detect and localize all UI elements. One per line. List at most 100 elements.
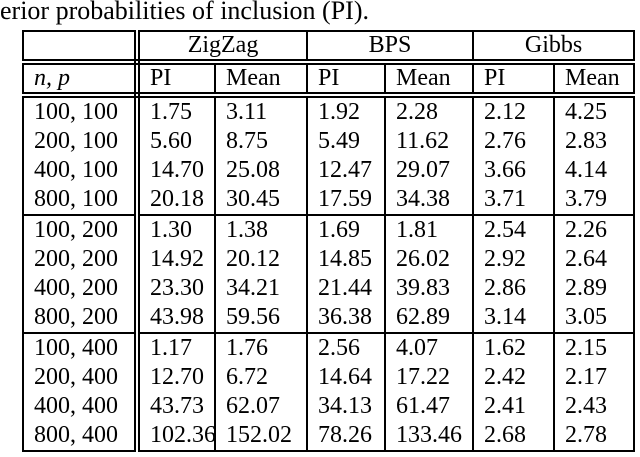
value-cell: 102.36	[136, 421, 215, 451]
value-cell: 133.46	[384, 421, 474, 451]
row-label-np: 200, 400	[22, 363, 140, 392]
value-cell: 2.56	[306, 333, 386, 363]
row-label-np: 200, 200	[22, 245, 140, 274]
column-header-zigzag-mean: Mean	[213, 62, 308, 98]
value-cell: 23.30	[136, 274, 215, 303]
value-cell: 3.11	[213, 95, 308, 127]
group-header-bps: BPS	[306, 31, 474, 65]
row-label-np: 100, 400	[22, 333, 140, 363]
column-header-row: n, p PI Mean PI Mean PI Mean	[22, 62, 635, 98]
value-cell: 14.70	[136, 156, 215, 185]
value-cell: 2.89	[553, 274, 635, 303]
row-label-np: 800, 400	[22, 421, 140, 451]
value-cell: 2.86	[472, 274, 555, 303]
value-cell: 34.21	[213, 274, 308, 303]
value-cell: 2.43	[553, 392, 635, 421]
value-cell: 1.76	[213, 333, 308, 363]
value-cell: 26.02	[384, 245, 474, 274]
value-cell: 36.38	[306, 303, 386, 334]
table-row: 800, 100 20.18 30.45 17.59 34.38 3.71 3.79	[22, 185, 635, 216]
value-cell: 2.83	[553, 127, 635, 156]
value-cell: 5.60	[136, 127, 215, 156]
value-cell: 2.68	[472, 421, 555, 451]
value-cell: 1.38	[213, 215, 308, 245]
value-cell: 152.02	[213, 421, 308, 451]
value-cell: 3.79	[553, 185, 635, 216]
column-header-bps-pi: PI	[306, 62, 386, 98]
row-label-np: 800, 100	[22, 185, 140, 216]
row-label-np: 100, 100	[22, 95, 140, 127]
table-row: 400, 400 43.73 62.07 34.13 61.47 2.41 2.43	[22, 392, 635, 421]
value-cell: 1.69	[306, 215, 386, 245]
table-row: 200, 100 5.60 8.75 5.49 11.62 2.76 2.83	[22, 127, 635, 156]
row-label-np: 400, 200	[22, 274, 140, 303]
row-label-np: 800, 200	[22, 303, 140, 334]
value-cell: 2.64	[553, 245, 635, 274]
table-row: 100, 200 1.30 1.38 1.69 1.81 2.54 2.26	[22, 215, 635, 245]
table-row: 200, 400 12.70 6.72 14.64 17.22 2.42 2.17	[22, 363, 635, 392]
row-label-np: 200, 100	[22, 127, 140, 156]
value-cell: 6.72	[213, 363, 308, 392]
table-row: 100, 400 1.17 1.76 2.56 4.07 1.62 2.15	[22, 333, 635, 363]
table-row: 400, 100 14.70 25.08 12.47 29.07 3.66 4.14	[22, 156, 635, 185]
value-cell: 20.12	[213, 245, 308, 274]
value-cell: 61.47	[384, 392, 474, 421]
value-cell: 1.17	[136, 333, 215, 363]
value-cell: 11.62	[384, 127, 474, 156]
value-cell: 62.07	[213, 392, 308, 421]
row-label-np: 400, 400	[22, 392, 140, 421]
value-cell: 34.38	[384, 185, 474, 216]
value-cell: 29.07	[384, 156, 474, 185]
value-cell: 2.76	[472, 127, 555, 156]
value-cell: 25.08	[213, 156, 308, 185]
value-cell: 43.73	[136, 392, 215, 421]
value-cell: 17.59	[306, 185, 386, 216]
value-cell: 2.41	[472, 392, 555, 421]
value-cell: 3.05	[553, 303, 635, 334]
column-header-zigzag-pi: PI	[136, 62, 215, 98]
column-header-gibbs-mean: Mean	[553, 62, 635, 98]
row-label-np: 100, 200	[22, 215, 140, 245]
value-cell: 59.56	[213, 303, 308, 334]
group-header-gibbs: Gibbs	[472, 31, 635, 65]
value-cell: 20.18	[136, 185, 215, 216]
value-cell: 39.83	[384, 274, 474, 303]
value-cell: 1.62	[472, 333, 555, 363]
table-row: 200, 200 14.92 20.12 14.85 26.02 2.92 2.64	[22, 245, 635, 274]
value-cell: 3.71	[472, 185, 555, 216]
results-table: ZigZag BPS Gibbs n, p PI Mean PI Mean PI…	[22, 30, 636, 452]
value-cell: 2.42	[472, 363, 555, 392]
value-cell: 4.07	[384, 333, 474, 363]
value-cell: 17.22	[384, 363, 474, 392]
value-cell: 21.44	[306, 274, 386, 303]
table-header: ZigZag BPS Gibbs n, p PI Mean PI Mean PI…	[22, 31, 635, 98]
table-row: 100, 100 1.75 3.11 1.92 2.28 2.12 4.25	[22, 95, 635, 127]
value-cell: 30.45	[213, 185, 308, 216]
value-cell: 1.81	[384, 215, 474, 245]
table-row: 800, 200 43.98 59.56 36.38 62.89 3.14 3.05	[22, 303, 635, 334]
table-row: 400, 200 23.30 34.21 21.44 39.83 2.86 2.89	[22, 274, 635, 303]
column-header-np: n, p	[22, 62, 140, 98]
corner-cell	[22, 31, 140, 65]
value-cell: 2.92	[472, 245, 555, 274]
value-cell: 8.75	[213, 127, 308, 156]
value-cell: 2.17	[553, 363, 635, 392]
group-header-zigzag: ZigZag	[135, 31, 308, 65]
table-body: 100, 100 1.75 3.11 1.92 2.28 2.12 4.25 200, 100…	[22, 95, 635, 451]
value-cell: 4.14	[553, 156, 635, 185]
value-cell: 78.26	[306, 421, 386, 451]
value-cell: 14.92	[136, 245, 215, 274]
value-cell: 1.30	[136, 215, 215, 245]
value-cell: 2.12	[472, 95, 555, 127]
value-cell: 2.78	[553, 421, 635, 451]
value-cell: 2.28	[384, 95, 474, 127]
value-cell: 14.85	[306, 245, 386, 274]
value-cell: 12.47	[306, 156, 386, 185]
value-cell: 62.89	[384, 303, 474, 334]
value-cell: 2.26	[553, 215, 635, 245]
group-header-row: ZigZag BPS Gibbs	[22, 31, 635, 65]
value-cell: 14.64	[306, 363, 386, 392]
value-cell: 43.98	[136, 303, 215, 334]
value-cell: 12.70	[136, 363, 215, 392]
